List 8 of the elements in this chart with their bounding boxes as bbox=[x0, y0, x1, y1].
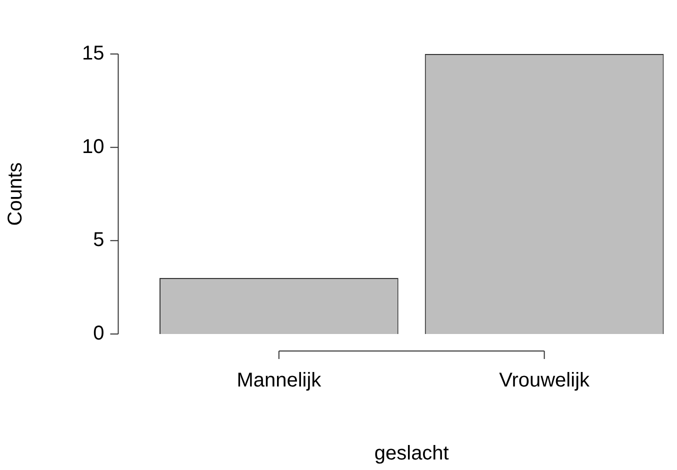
x-tick-label: Vrouwelijk bbox=[499, 370, 591, 392]
x-tick-label: Mannelijk bbox=[236, 370, 322, 392]
y-tick-label: 0 bbox=[93, 322, 104, 345]
x-axis-title: geslacht bbox=[374, 442, 450, 465]
y-tick-label: 10 bbox=[82, 136, 104, 158]
y-axis-title: Counts bbox=[4, 162, 27, 226]
y-tick-label: 5 bbox=[93, 229, 104, 252]
y-tick-label: 15 bbox=[82, 42, 104, 65]
